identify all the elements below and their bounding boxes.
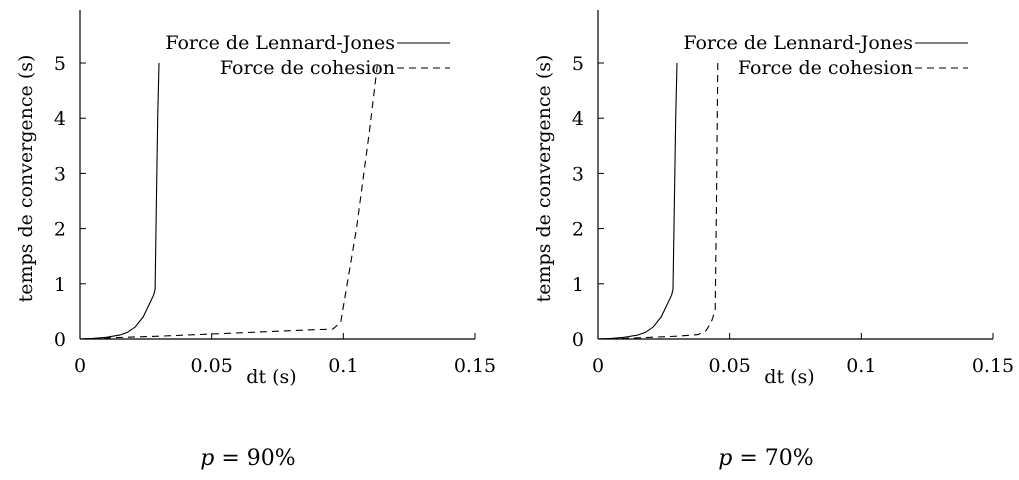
y-tick-label-right: 5 [572,53,584,75]
y-tick-label-left: 4 [54,108,66,130]
y-tick-label-right: 4 [572,108,584,130]
caption-right-text: = 70% [732,446,814,471]
x-tick-label-right: 0.05 [709,355,751,377]
x-tick-label-right: 0 [592,355,604,377]
x-tick-label-right: 0.15 [972,355,1014,377]
legend-label-cohesion-right: Force de cohesion [738,57,913,79]
legend-label-cohesion-left: Force de cohesion [220,57,395,79]
x-tick-label-left: 0.15 [454,355,496,377]
y-tick-label-right: 0 [572,329,584,351]
y-axis-label-right: temps de convergence (s) [533,55,555,303]
y-tick-label-left: 3 [54,163,66,185]
caption-left: p = 90% [148,446,348,471]
series-line-cohesion-left [79,62,379,340]
caption-right-var: p [718,446,733,471]
x-tick-label-left: 0.05 [191,355,233,377]
y-tick-label-left: 0 [54,329,66,351]
y-tick-label-left: 1 [54,274,66,296]
x-axis-label-right: dt (s) [764,366,814,388]
y-tick-label-right: 1 [572,274,584,296]
legend-label-lennard-jones-right: Force de Lennard-Jones [683,32,913,54]
series-line-lennard-jones-left [79,62,160,340]
y-tick-label-left: 5 [54,53,66,75]
series-line-cohesion-right [597,62,719,340]
y-axis-label-left: temps de convergence (s) [15,55,37,303]
caption-left-text: = 90% [214,446,296,471]
series-line-lennard-jones-right [597,62,678,340]
y-tick-label-right: 2 [572,219,584,241]
caption-right: p = 70% [666,446,866,471]
x-tick-label-left: 0.1 [328,355,358,377]
legend-label-lennard-jones-left: Force de Lennard-Jones [165,32,395,54]
x-tick-label-right: 0.1 [846,355,876,377]
y-tick-label-right: 3 [572,163,584,185]
x-tick-label-left: 0 [74,355,86,377]
caption-left-var: p [200,446,215,471]
y-tick-label-left: 2 [54,219,66,241]
x-axis-label-left: dt (s) [246,366,296,388]
